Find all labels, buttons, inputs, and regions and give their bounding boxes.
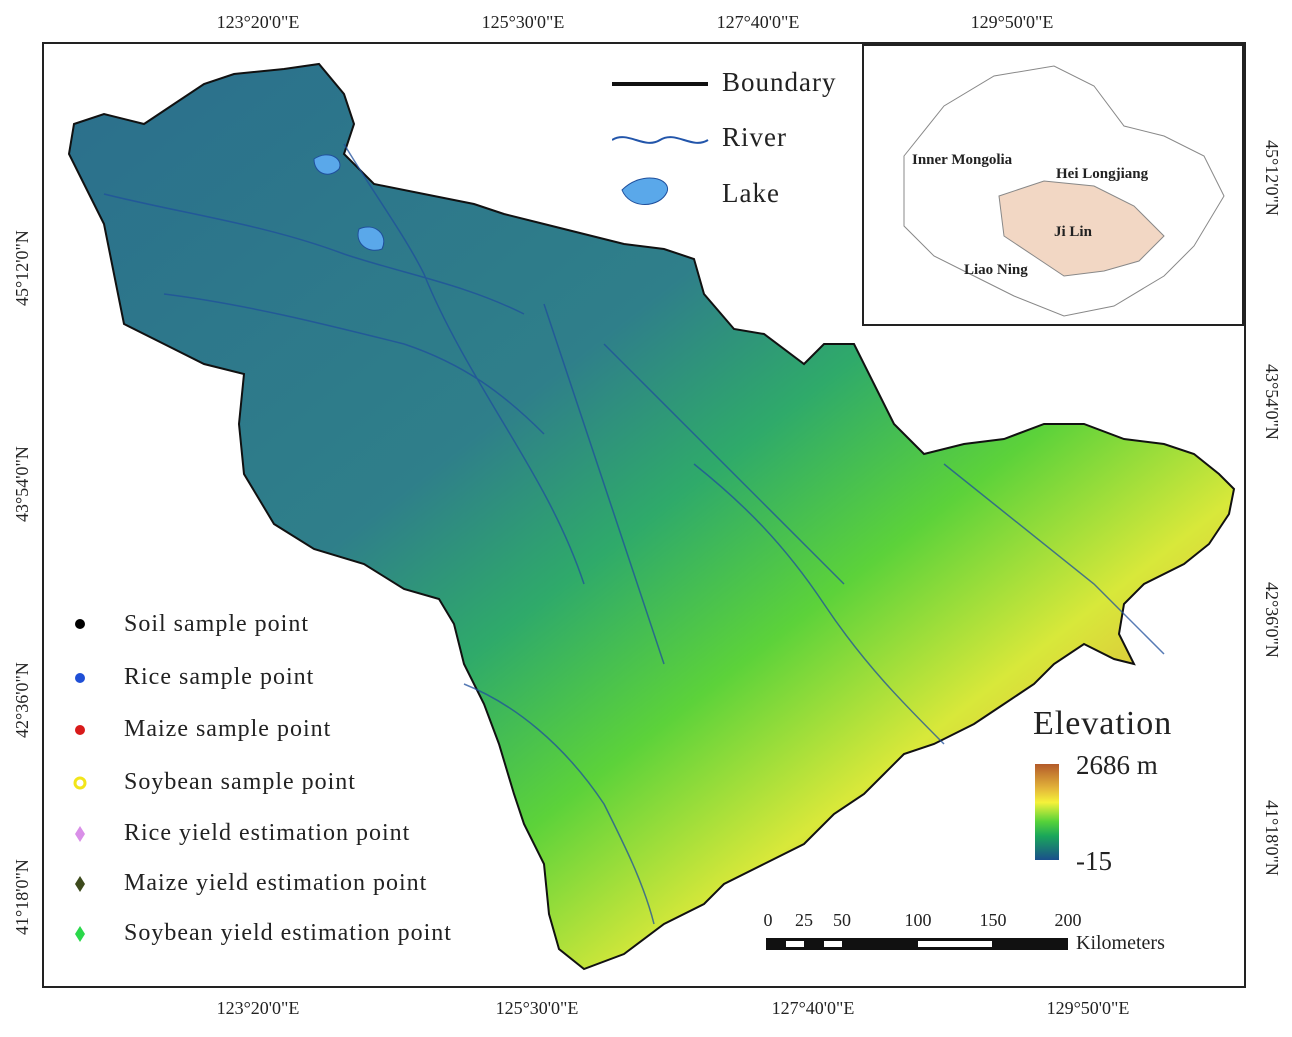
inset-map: Inner Mongolia Hei Longjiang Ji Lin Liao… — [862, 44, 1244, 326]
bottom-coord-4: 129°50'0"E — [1046, 998, 1130, 1018]
left-coord-3: 42°36'0"N — [12, 662, 32, 738]
legend-maize-sample: Maize sample point — [124, 716, 332, 742]
top-coord-1: 123°20'0"E — [216, 12, 300, 32]
soybean-sample-icon — [73, 776, 87, 790]
soybean-yield-icon — [75, 926, 85, 942]
rivers — [103, 143, 1165, 925]
rice-yield-icon — [75, 826, 85, 842]
legend-soil: Soil sample point — [124, 611, 309, 637]
left-coord-4: 41°18'0"N — [12, 859, 32, 935]
right-coord-2: 43°54'0"N — [1262, 364, 1282, 440]
legend-soybean-yield: Soybean yield estimation point — [124, 920, 452, 946]
bottom-coord-3: 127°40'0"E — [771, 998, 855, 1018]
lakes — [313, 154, 385, 251]
lake-shape-icon — [621, 177, 668, 205]
top-coord-2: 125°30'0"E — [481, 12, 565, 32]
scale-tick-150: 150 — [979, 910, 1007, 930]
elevation-max: 2686 m — [1076, 750, 1158, 780]
scale-bar — [766, 938, 1068, 950]
elevation-min: -15 — [1076, 846, 1112, 876]
top-coord-4: 129°50'0"E — [970, 12, 1054, 32]
scale-tick-50: 50 — [833, 910, 851, 930]
scale-tick-0: 0 — [763, 910, 773, 930]
elevation-title: Elevation — [1033, 705, 1173, 742]
bottom-coord-1: 123°20'0"E — [216, 998, 300, 1018]
inset-svg — [903, 65, 1225, 317]
inset-jilin-area — [998, 180, 1165, 277]
scale-unit: Kilometers — [1076, 932, 1165, 954]
right-coord-3: 42°36'0"N — [1262, 582, 1282, 658]
inset-label-jilin: Ji Lin — [1054, 224, 1092, 240]
legend-boundary: Boundary — [722, 67, 837, 97]
inset-label-heilongjiang: Hei Longjiang — [1056, 166, 1149, 182]
scale-tick-100: 100 — [904, 910, 932, 930]
scale-tick-200: 200 — [1054, 910, 1082, 930]
legend-maize-yield: Maize yield estimation point — [124, 870, 428, 896]
right-coord-1: 45°12'0"N — [1262, 140, 1282, 216]
maize-yield-icon — [75, 876, 85, 892]
soil-sample-icon — [75, 619, 85, 629]
top-legend-symbols — [612, 82, 709, 205]
top-coord-3: 127°40'0"E — [716, 12, 800, 32]
legend-rice-yield: Rice yield estimation point — [124, 820, 411, 846]
bottom-coord-2: 125°30'0"E — [495, 998, 579, 1018]
point-legend-symbols — [73, 619, 87, 942]
elevation-colorbar — [1035, 764, 1059, 860]
scale-tick-25: 25 — [795, 910, 813, 930]
left-coord-1: 45°12'0"N — [12, 230, 32, 306]
jilin-elevation-map — [67, 62, 1236, 971]
legend-lake: Lake — [722, 178, 780, 208]
river-line-icon — [612, 136, 709, 144]
legend-soybean-sample: Soybean sample point — [124, 769, 356, 795]
right-coord-4: 41°18'0"N — [1262, 800, 1282, 876]
left-coord-2: 43°54'0"N — [12, 446, 32, 522]
province-area — [67, 62, 1236, 971]
maize-sample-icon — [75, 725, 85, 735]
inset-label-inner-mongolia: Inner Mongolia — [912, 152, 1013, 168]
legend-river: River — [722, 122, 787, 152]
inset-label-liaoning: Liao Ning — [964, 262, 1028, 278]
legend-rice-sample: Rice sample point — [124, 664, 315, 690]
rice-sample-icon — [75, 673, 85, 683]
